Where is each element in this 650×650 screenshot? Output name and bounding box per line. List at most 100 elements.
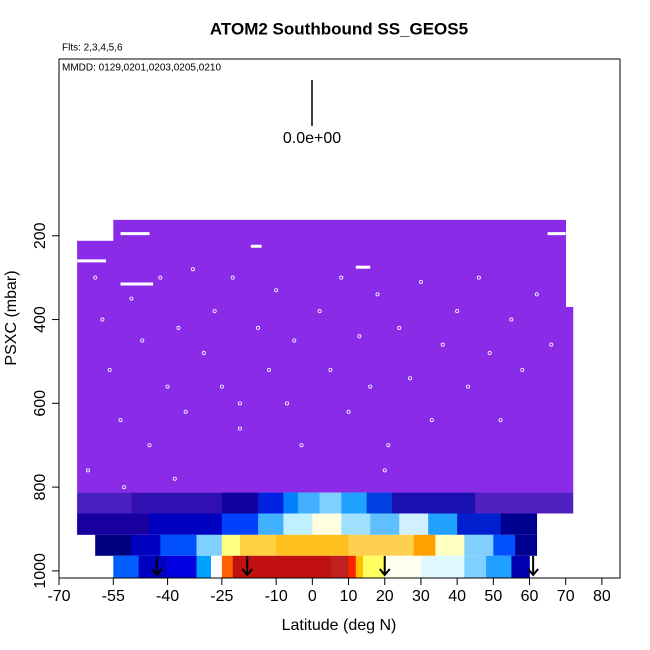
sample-point	[176, 325, 181, 330]
y-axis-label: PSXC (mbar)	[3, 270, 20, 365]
x-tick-label: 60	[521, 588, 539, 605]
curtain-cell	[420, 555, 465, 578]
x-tick-label: -55	[102, 588, 125, 605]
curtain-cell	[413, 534, 436, 556]
x-tick-label: 10	[340, 588, 358, 605]
latitude-arrow	[378, 556, 391, 577]
sample-point	[172, 476, 177, 481]
curtain-cell	[113, 219, 567, 493]
sample-point	[158, 275, 163, 280]
sample-point	[534, 292, 539, 297]
curtain-cell	[312, 513, 342, 535]
curtain-cell	[221, 492, 259, 514]
sample-point	[346, 409, 351, 414]
sample-point	[382, 468, 387, 473]
curtain-cell	[196, 534, 223, 556]
curtain-cell	[77, 240, 114, 493]
curtain-cell	[370, 513, 400, 535]
curtain-cell	[232, 555, 331, 578]
curtain-cell	[319, 492, 342, 514]
curtain-cell	[355, 555, 364, 578]
curtain-cell	[391, 492, 476, 514]
sample-point	[487, 351, 492, 356]
sample-point	[328, 367, 333, 372]
curtain-cell	[330, 555, 349, 578]
sample-point	[256, 325, 261, 330]
sample-point	[122, 485, 127, 490]
y-tick-label: 200	[32, 222, 49, 249]
sample-point	[520, 367, 525, 372]
annotation: MMDD: 0129,0201,0203,0205,0210	[62, 63, 221, 74]
sample-point	[165, 384, 170, 389]
sample-point	[107, 367, 112, 372]
curtain-cell	[196, 555, 212, 578]
sample-point	[317, 309, 322, 314]
sample-point	[147, 443, 152, 448]
curtain-cell	[348, 534, 414, 556]
sample-point	[357, 334, 362, 339]
sample-point	[429, 418, 434, 423]
curtain-cell	[221, 513, 259, 535]
sample-point	[375, 292, 380, 297]
curtain-cell	[239, 534, 277, 556]
curtain-cell	[341, 513, 371, 535]
curtain-cell	[500, 513, 538, 535]
chart-title: ATOM2 Southbound SS_GEOS5	[210, 19, 468, 38]
sample-point	[509, 317, 514, 322]
curtain-cell	[366, 492, 393, 514]
curtain-cell	[515, 534, 538, 556]
curtain-cell	[95, 534, 132, 556]
latitude-arrow	[150, 556, 163, 577]
sample-point	[183, 409, 188, 414]
sample-point	[201, 351, 206, 356]
x-tick-label: 0	[308, 588, 317, 605]
sample-point	[237, 401, 242, 406]
curtain-cell	[149, 513, 223, 535]
sample-point	[85, 468, 90, 473]
sample-point	[408, 376, 413, 381]
curtain-cell	[258, 492, 284, 514]
sample-point	[212, 309, 217, 314]
y-tick-label: 400	[32, 306, 49, 333]
x-tick-label: -40	[156, 588, 179, 605]
curtain-cell	[283, 513, 313, 535]
curtain-cell	[77, 513, 150, 535]
sample-point	[397, 325, 402, 330]
x-tick-label: 40	[448, 588, 466, 605]
sample-point	[118, 418, 123, 423]
sample-point	[190, 267, 195, 272]
sample-point	[465, 384, 470, 389]
y-tick-label: 600	[32, 390, 49, 417]
x-tick-label: -70	[47, 588, 70, 605]
sample-point	[476, 275, 481, 280]
curtain-cell	[113, 555, 139, 578]
curtain-cell	[258, 513, 284, 535]
sample-point	[498, 418, 503, 423]
sample-point	[299, 443, 304, 448]
sample-point	[418, 279, 423, 284]
y-tick-label: 800	[32, 474, 49, 501]
curtain-cell	[457, 513, 501, 535]
x-tick-label: 20	[376, 588, 394, 605]
sample-point	[140, 338, 145, 343]
curtain-cell	[493, 534, 516, 556]
curtain-cell	[276, 534, 349, 556]
x-tick-label: -25	[210, 588, 233, 605]
x-axis-label: Latitude (deg N)	[282, 617, 397, 634]
curtain-cell	[435, 534, 465, 556]
x-tick-label: 80	[593, 588, 611, 605]
curtain-cell	[160, 534, 197, 556]
sample-point	[440, 342, 445, 347]
curtain-cell	[464, 534, 494, 556]
x-tick-label: 70	[557, 588, 575, 605]
curtain-cell	[399, 513, 429, 535]
sample-point	[274, 288, 279, 293]
latitude-arrow	[527, 556, 539, 577]
curtain-cell	[475, 492, 574, 514]
sample-point	[129, 296, 134, 301]
y-tick-label: 1000	[32, 553, 49, 589]
curtain-cell	[348, 555, 357, 578]
curtain-cell	[297, 492, 320, 514]
curtain-cell	[341, 492, 367, 514]
curtain-cell	[138, 555, 168, 578]
